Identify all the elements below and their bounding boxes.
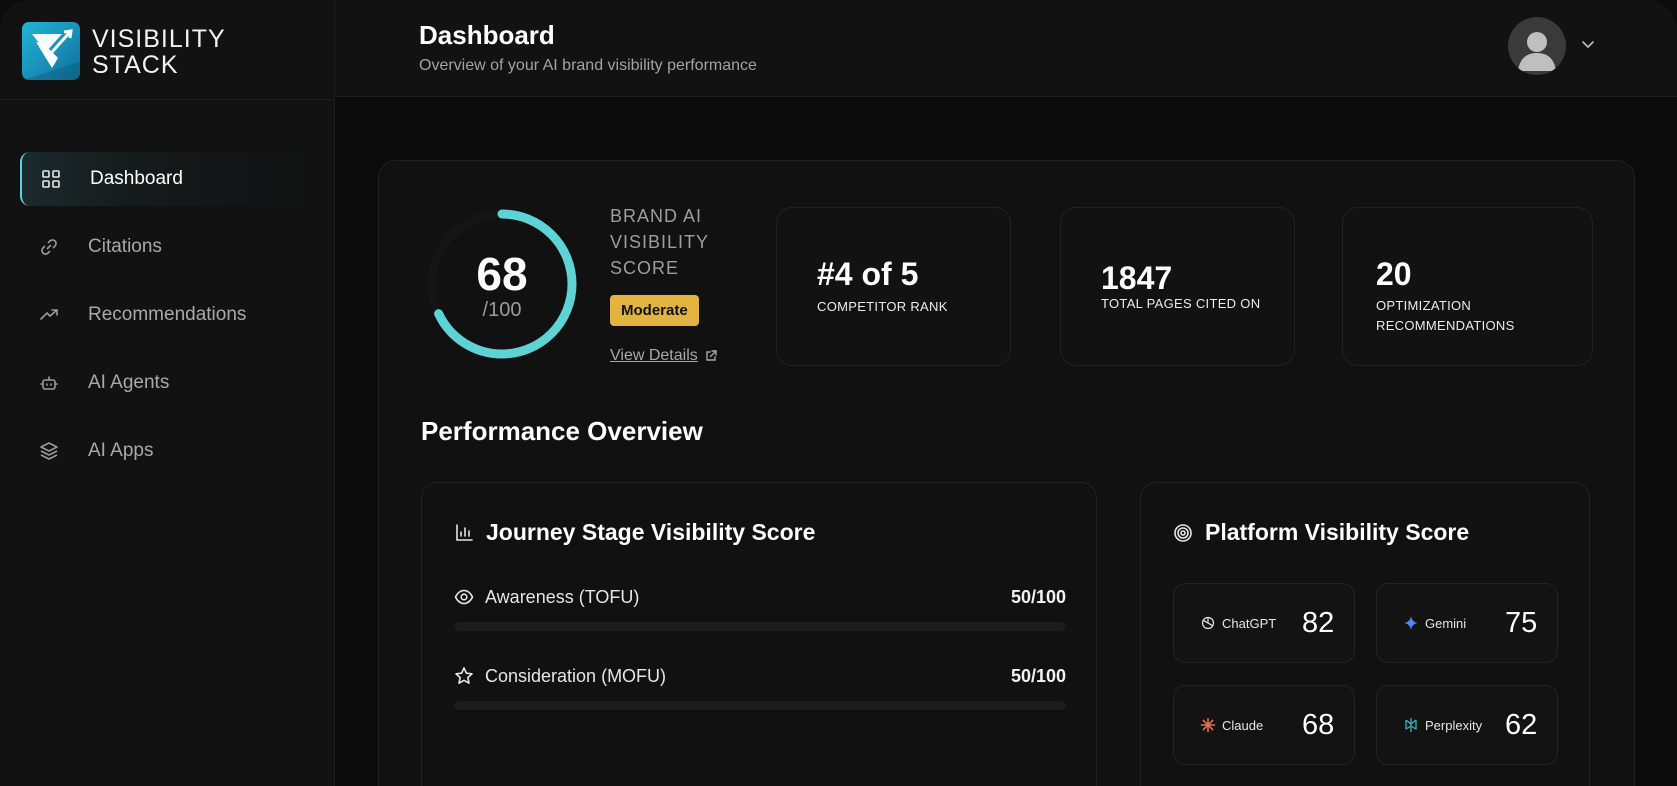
logo-area: VISIBILITY STACK — [0, 0, 334, 100]
platform-tile-perplexity[interactable]: Perplexity 62 — [1376, 685, 1558, 765]
stat-value: #4 of 5 — [817, 256, 919, 292]
page-subtitle: Overview of your AI brand visibility per… — [419, 57, 757, 74]
target-icon — [1174, 523, 1192, 542]
sidebar-item-ai-apps[interactable]: AI Apps — [20, 424, 315, 478]
sidebar-item-recommendations[interactable]: Recommendations — [20, 288, 315, 342]
page-title: Dashboard — [419, 20, 555, 50]
sidebar-item-label: Citations — [88, 236, 162, 257]
stat-value: 1847 — [1101, 260, 1173, 296]
avatar[interactable] — [1508, 17, 1566, 75]
journey-stage-row: Awareness (TOFU) 50/100 — [454, 585, 1066, 631]
external-link-icon — [706, 350, 717, 361]
user-icon — [1518, 32, 1556, 71]
stage-score: 50/100 — [1010, 586, 1066, 607]
sidebar-nav: Dashboard Citations Reco — [20, 152, 315, 492]
chatgpt-icon — [1200, 615, 1216, 631]
chevron-down-icon[interactable] — [1580, 36, 1596, 52]
bot-icon — [38, 372, 60, 394]
star-icon — [455, 667, 473, 684]
journey-card-title-text: Journey Stage Visibility Score — [486, 519, 816, 545]
top-header: Dashboard Overview of your AI brand visi… — [335, 0, 1677, 97]
stage-name: Consideration (MOFU) — [454, 666, 666, 687]
sidebar-item-label: Dashboard — [90, 168, 183, 189]
stat-card-pages-cited: 1847 TOTAL PAGES CITED ON — [1060, 207, 1295, 366]
claude-icon — [1200, 717, 1216, 733]
platform-score: 75 — [1505, 606, 1538, 639]
view-details-link[interactable]: View Details — [610, 347, 718, 365]
score-label: BRAND AI VISIBILITY SCORE — [610, 206, 709, 278]
sidebar-item-label: AI Agents — [88, 372, 170, 393]
stage-progress-track — [454, 622, 1066, 631]
platform-name: Perplexity — [1425, 717, 1483, 733]
platform-tile-gemini[interactable]: Gemini 75 — [1376, 583, 1558, 663]
stage-name-text: Consideration (MOFU) — [485, 665, 667, 686]
performance-overview-title: Performance Overview — [421, 416, 703, 446]
sidebar-item-ai-agents[interactable]: AI Agents — [20, 356, 315, 410]
journey-stage-card: Journey Stage Visibility Score Awareness… — [421, 482, 1097, 786]
perplexity-icon — [1403, 717, 1419, 733]
stage-name: Awareness (TOFU) — [454, 587, 639, 608]
platform-score: 62 — [1505, 708, 1538, 741]
platform-card-title: Platform Visibility Score — [1173, 519, 1469, 546]
score-denominator: /100 — [482, 299, 522, 321]
stage-progress-track — [454, 701, 1066, 710]
grid-icon — [40, 168, 62, 190]
stat-label: TOTAL PAGES CITED ON — [1101, 296, 1261, 311]
score-gauge — [427, 209, 577, 359]
platform-tile-chatgpt[interactable]: ChatGPT 82 — [1173, 583, 1355, 663]
stage-score: 50/100 — [1010, 665, 1066, 686]
journey-stage-row: Consideration (MOFU) 50/100 — [454, 664, 1066, 710]
platform-visibility-card: Platform Visibility Score ChatGPT 82 Gem… — [1140, 482, 1590, 786]
sidebar-item-dashboard[interactable]: Dashboard — [20, 152, 315, 206]
sidebar-item-label: Recommendations — [88, 304, 247, 325]
brand-name: VISIBILITY STACK — [92, 26, 226, 78]
stage-name-text: Awareness (TOFU) — [485, 586, 640, 607]
stat-card-recommendations: 20 OPTIMIZATION RECOMMENDATIONS — [1342, 207, 1593, 366]
stat-value: 20 — [1376, 256, 1412, 292]
journey-card-title: Journey Stage Visibility Score — [454, 519, 815, 546]
view-details-label: View Details — [610, 347, 698, 364]
platform-name: Gemini — [1425, 615, 1467, 631]
gemini-icon — [1403, 615, 1419, 631]
stat-card-competitor-rank: #4 of 5 COMPETITOR RANK — [776, 207, 1011, 366]
score-value: 68 — [476, 248, 528, 300]
platform-card-title-text: Platform Visibility Score — [1205, 519, 1470, 545]
stat-label: COMPETITOR RANK — [817, 299, 948, 314]
platform-score: 82 — [1302, 606, 1335, 639]
sidebar-item-label: AI Apps — [88, 440, 154, 461]
brand-name-line1: VISIBILITY — [92, 25, 226, 53]
score-gauge-arc — [427, 209, 577, 359]
bar-chart-icon — [456, 523, 473, 541]
sidebar-item-citations[interactable]: Citations — [20, 220, 315, 274]
status-badge: Moderate — [610, 295, 699, 326]
sidebar: VISIBILITY STACK Dashboard — [0, 0, 335, 786]
brand-name-line2: STACK — [92, 51, 179, 79]
platform-name: ChatGPT — [1222, 615, 1277, 631]
eye-icon — [454, 589, 474, 605]
trending-up-icon — [38, 304, 60, 326]
layers-icon — [38, 440, 60, 462]
brand-logo-icon[interactable] — [22, 22, 80, 80]
stat-label: OPTIMIZATION RECOMMENDATIONS — [1376, 298, 1515, 333]
platform-tile-claude[interactable]: Claude 68 — [1173, 685, 1355, 765]
overview-card: 68 /100 BRAND AI VISIBILITY SCORE Modera… — [378, 160, 1635, 786]
platform-score: 68 — [1302, 708, 1335, 741]
platform-name: Claude — [1222, 717, 1264, 733]
link-icon — [38, 236, 60, 258]
